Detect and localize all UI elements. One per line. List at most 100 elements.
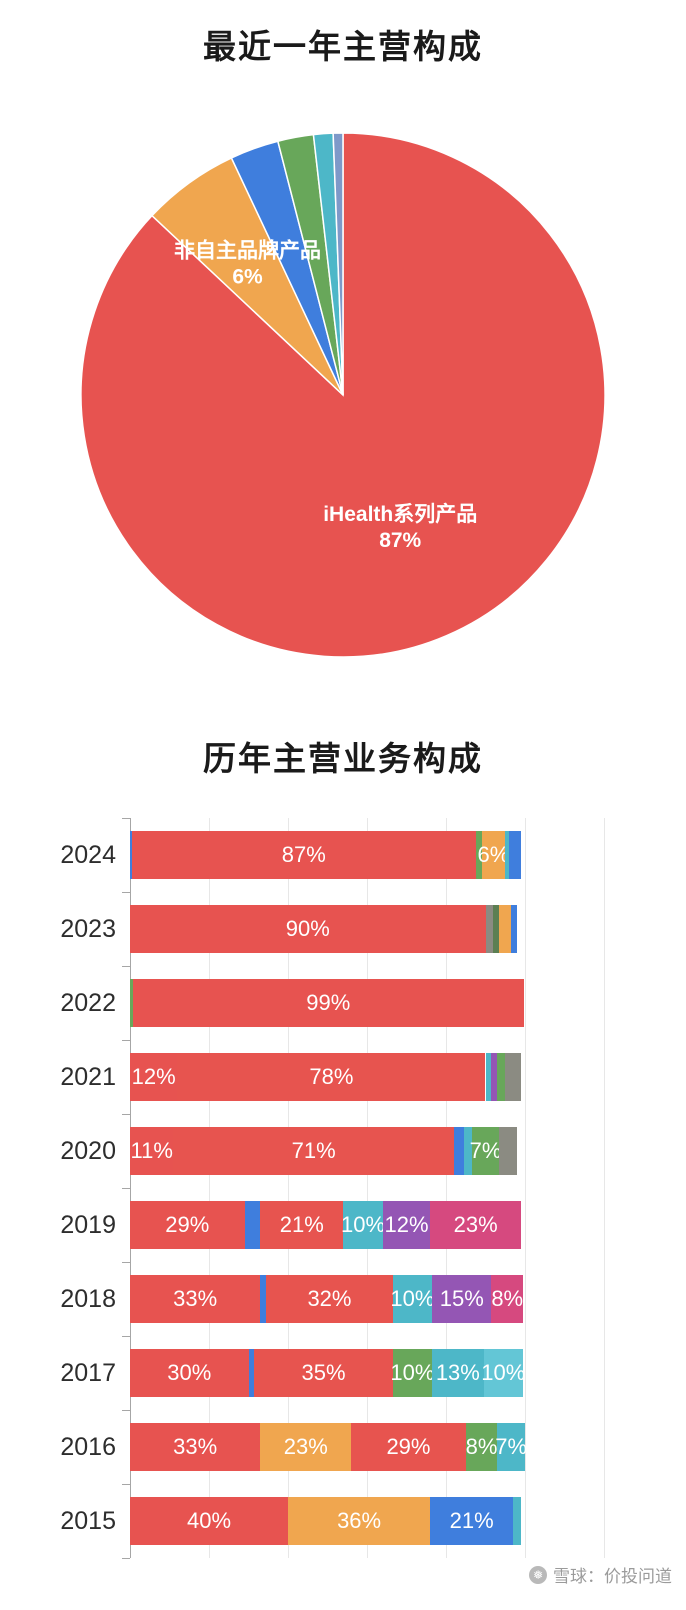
bar-segment[interactable] <box>483 1349 524 1397</box>
bar-segment[interactable] <box>499 1127 518 1175</box>
bar-segment[interactable] <box>177 1053 486 1101</box>
bar-segment[interactable] <box>130 1423 261 1471</box>
axis-tick <box>122 1040 130 1041</box>
bar-segment[interactable] <box>485 905 494 953</box>
bar-segment[interactable] <box>497 1053 506 1101</box>
pie-slice[interactable] <box>332 132 344 396</box>
bar-segment[interactable] <box>173 1127 454 1175</box>
pie-slice-label: iHealth系列产品 <box>323 502 477 526</box>
bar-segment[interactable] <box>493 905 500 953</box>
watermark: ❅ 雪球：价投问道 <box>529 1562 672 1587</box>
bar-segment-label: 6% <box>477 842 510 867</box>
bar-segment[interactable] <box>430 1201 522 1249</box>
bar-segment[interactable] <box>471 1127 500 1175</box>
bar-segment-label: 11% <box>130 1138 173 1163</box>
bar-segment[interactable] <box>505 1053 522 1101</box>
pie-slice-label: 6% <box>232 266 263 289</box>
bar-segment[interactable] <box>351 1423 466 1471</box>
bar-segment[interactable] <box>130 1127 174 1175</box>
bar-segment[interactable] <box>497 1423 525 1471</box>
bar-segment[interactable] <box>392 1275 433 1323</box>
bar-segment[interactable] <box>343 1201 383 1249</box>
bar-segment[interactable] <box>511 905 518 953</box>
bar-segment-label: 35% <box>301 1360 346 1385</box>
bar-segment-label: 23% <box>453 1212 498 1237</box>
bar-segment-label: 40% <box>186 1508 232 1533</box>
bar-segment[interactable] <box>465 1423 498 1471</box>
bar-row-2019: 2019 29% 21% 10% 12% 23% <box>0 1188 686 1262</box>
bar-row-2021: 2021 12% 78% <box>0 1040 686 1114</box>
bar-segment[interactable] <box>475 831 482 879</box>
bar-segment[interactable] <box>491 1053 498 1101</box>
bar-segment[interactable] <box>499 905 512 953</box>
bar-segment[interactable] <box>266 1275 393 1323</box>
bar-segment[interactable] <box>130 1053 178 1101</box>
gridline <box>525 818 526 1558</box>
axis-tick <box>122 1262 130 1263</box>
bar-segment[interactable] <box>509 831 522 879</box>
bar-segment[interactable] <box>463 1127 472 1175</box>
bar-segment[interactable] <box>430 1497 514 1545</box>
bar-segment[interactable] <box>130 905 486 953</box>
bar-segment-label: 12% <box>384 1212 429 1237</box>
bar-segment[interactable] <box>382 1201 431 1249</box>
bar-segment-label: 10% <box>390 1286 435 1311</box>
year-label: 2023 <box>60 915 116 943</box>
year-label: 2021 <box>60 1063 116 1091</box>
bar-segment-label: 23% <box>283 1434 328 1459</box>
bar-segment-label: 32% <box>307 1286 352 1311</box>
gridline <box>288 818 289 1558</box>
bar-segment[interactable] <box>130 1201 245 1249</box>
bar-segment[interactable] <box>260 1275 267 1323</box>
bar-segment[interactable] <box>131 831 476 879</box>
bar-segment-label: 99% <box>306 990 351 1015</box>
bar-segment-label: 33% <box>173 1286 218 1311</box>
bar-segment-label: 30% <box>167 1360 212 1385</box>
bar-segment[interactable] <box>432 1275 492 1323</box>
bar-segment[interactable] <box>130 979 133 1027</box>
year-label: 2016 <box>60 1433 116 1461</box>
bar-segment[interactable] <box>513 1497 522 1545</box>
bar-segment[interactable] <box>485 1053 492 1101</box>
gridline <box>367 818 368 1558</box>
pie-chart-title: 最近一年主营构成 <box>203 30 483 66</box>
bar-segment[interactable] <box>132 979 524 1027</box>
bar-segment-label: 78% <box>309 1064 354 1089</box>
bar-segment-label: 7% <box>495 1434 528 1459</box>
axis-tick <box>122 1188 130 1189</box>
axis-tick <box>122 818 130 819</box>
bar-segment[interactable] <box>505 831 510 879</box>
bar-segment-label: 10% <box>390 1360 435 1385</box>
xueqiu-logo-icon: ❅ <box>529 1565 547 1584</box>
bar-segment[interactable] <box>248 1349 255 1397</box>
pie-slice[interactable] <box>80 132 606 658</box>
bar-segment[interactable] <box>254 1349 393 1397</box>
year-label: 2015 <box>60 1507 116 1535</box>
bar-segment[interactable] <box>260 1423 352 1471</box>
bar-segment[interactable] <box>491 1275 524 1323</box>
bar-segment[interactable] <box>481 831 506 879</box>
bar-segment[interactable] <box>432 1349 484 1397</box>
bar-segment[interactable] <box>453 1127 464 1175</box>
bar-segment[interactable] <box>288 1497 431 1545</box>
y-axis-line <box>130 818 131 1558</box>
bar-segment[interactable] <box>130 1497 288 1545</box>
bar-row-2024: 2024 87% 6% <box>0 818 686 892</box>
bar-row-2015: 2015 40% 36% 21% <box>0 1484 686 1558</box>
bar-segment-label: 8% <box>491 1286 524 1311</box>
bar-segment[interactable] <box>244 1201 261 1249</box>
bar-row-2016: 2016 33% 23% 29% 8% 7% <box>0 1410 686 1484</box>
stacked-bar-chart: 2024 87% 6% 2023 90% 2022 99% 2021 12% 78% 2020 11%… <box>0 818 686 1559</box>
bar-segment[interactable] <box>130 1349 249 1397</box>
bar-segment-label: 21% <box>449 1508 494 1533</box>
bar-segment[interactable] <box>260 1201 344 1249</box>
bar-segment[interactable] <box>130 1275 261 1323</box>
bar-segment-label: 15% <box>439 1286 484 1311</box>
bar-segment-label: 71% <box>291 1138 336 1163</box>
bar-row-2022: 2022 99% <box>0 966 686 1040</box>
bar-segment-label: 33% <box>173 1434 218 1459</box>
bar-segment[interactable] <box>130 831 132 879</box>
bar-segment[interactable] <box>392 1349 433 1397</box>
gridline <box>604 818 605 1558</box>
bar-segment-label: 90% <box>285 916 330 941</box>
